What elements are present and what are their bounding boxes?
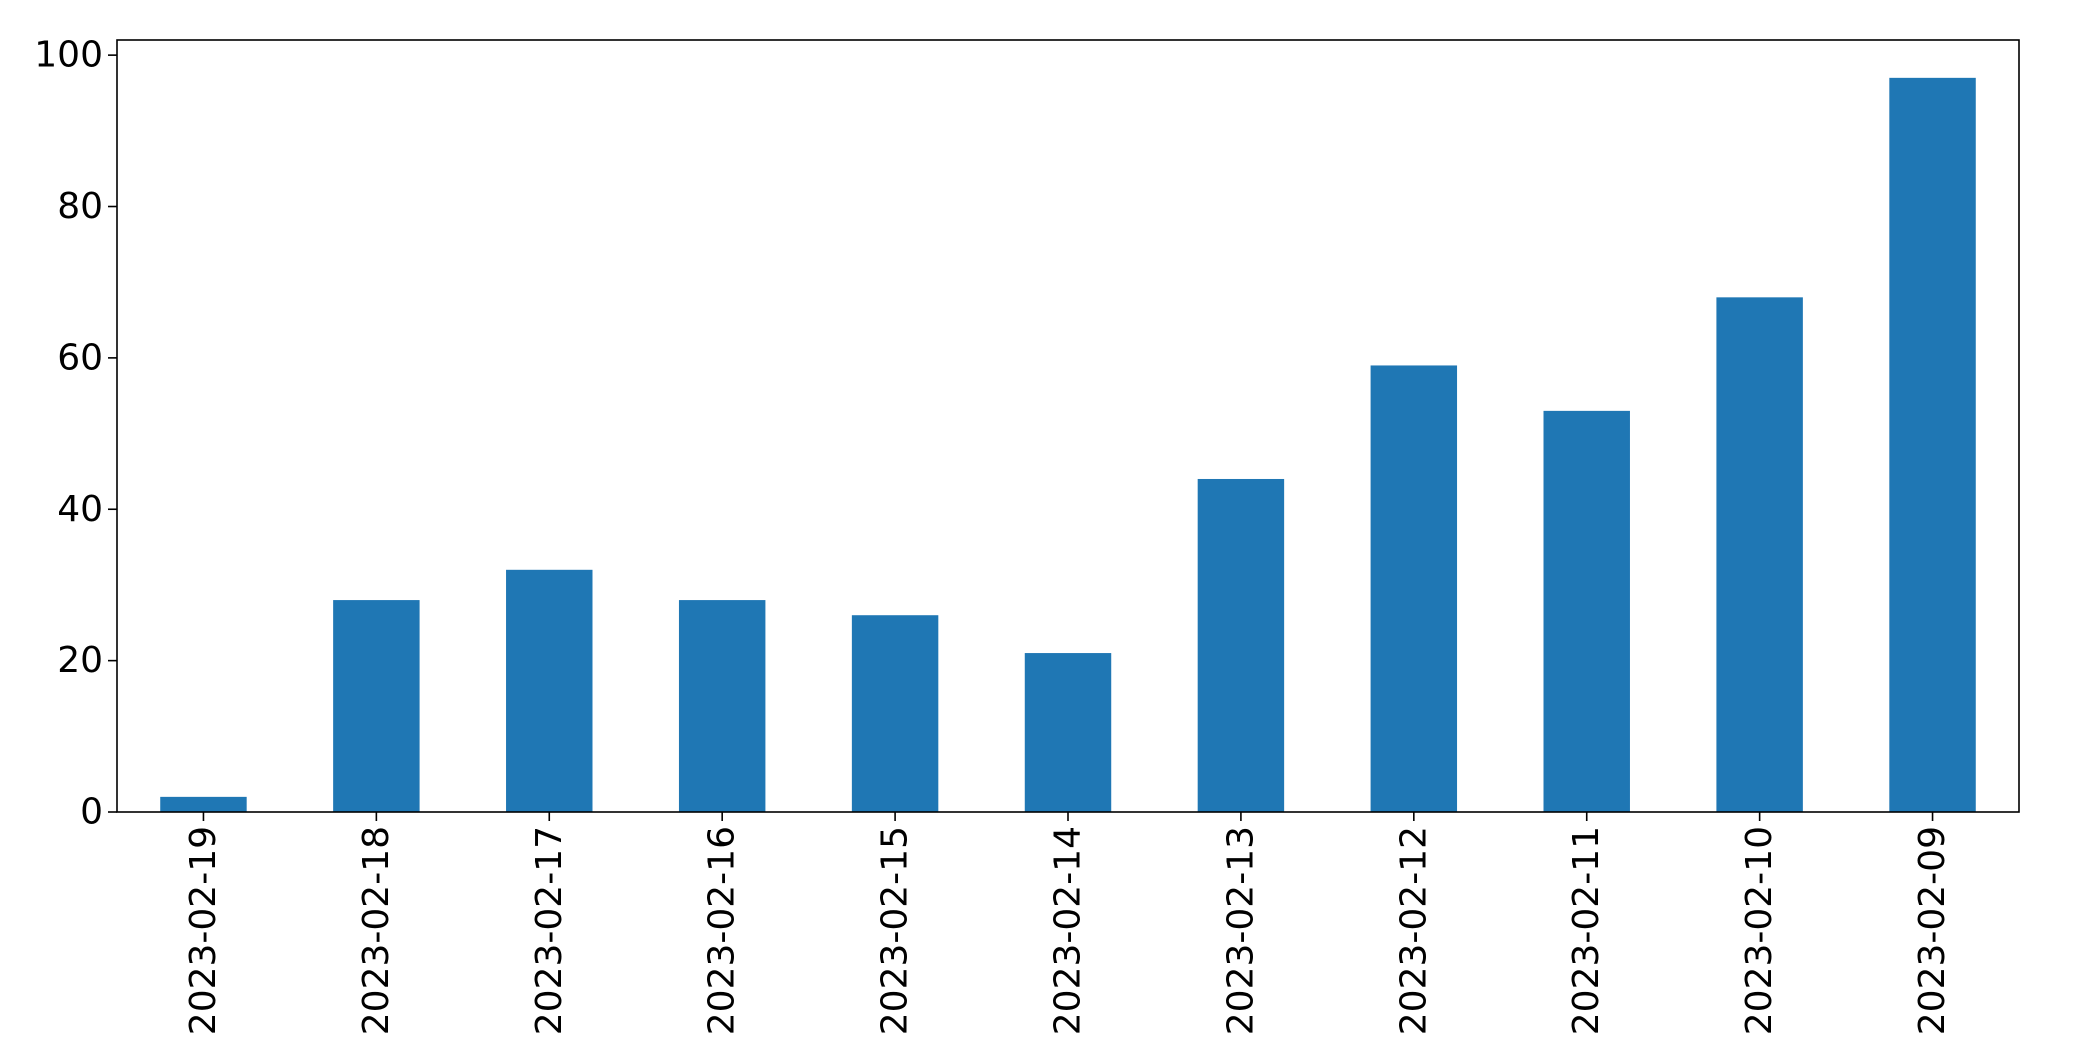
y-tick-label: 40 bbox=[57, 489, 103, 530]
y-tick-label: 60 bbox=[57, 337, 103, 378]
bar-2023-02-15 bbox=[851, 615, 939, 812]
bar-2023-02-12 bbox=[1370, 365, 1458, 812]
x-tick-label: 2023-02-16 bbox=[702, 826, 743, 1035]
x-axis-ticks: 2023-02-19 2023-02-18 2023-02-17 2023-02-16… bbox=[183, 812, 1953, 1035]
x-tick-label: 2023-02-09 bbox=[1912, 826, 1953, 1035]
x-tick-label: 2023-02-12 bbox=[1393, 826, 1434, 1035]
bar-2023-02-09 bbox=[1889, 77, 1976, 812]
bar-2023-02-13 bbox=[1197, 478, 1285, 812]
x-tick-label: 2023-02-15 bbox=[875, 826, 916, 1035]
bar-2023-02-10 bbox=[1716, 297, 1803, 812]
plot-frame bbox=[116, 39, 2020, 813]
x-tick-label: 2023-02-14 bbox=[1048, 826, 1089, 1035]
y-axis-ticks: 0 20 40 60 80 100 bbox=[34, 35, 117, 833]
bar-2023-02-16 bbox=[678, 600, 766, 812]
x-tick-label: 2023-02-18 bbox=[356, 826, 397, 1035]
bar-2023-02-19 bbox=[160, 796, 247, 812]
x-tick-label: 2023-02-10 bbox=[1739, 826, 1780, 1035]
y-tick-label: 80 bbox=[57, 186, 103, 227]
x-tick-label: 2023-02-13 bbox=[1220, 826, 1261, 1035]
bar-2023-02-14 bbox=[1024, 653, 1112, 812]
y-tick-label: 100 bbox=[34, 35, 103, 76]
y-tick-label: 20 bbox=[57, 640, 103, 681]
x-tick-label: 2023-02-11 bbox=[1566, 826, 1607, 1035]
bars-layer bbox=[160, 77, 1976, 812]
x-tick-label: 2023-02-19 bbox=[183, 826, 224, 1035]
bar-2023-02-18 bbox=[333, 600, 420, 812]
x-tick-label: 2023-02-17 bbox=[529, 826, 570, 1035]
bar-2023-02-11 bbox=[1543, 410, 1630, 812]
bar-2023-02-17 bbox=[506, 569, 593, 812]
y-tick-label: 0 bbox=[80, 792, 103, 833]
